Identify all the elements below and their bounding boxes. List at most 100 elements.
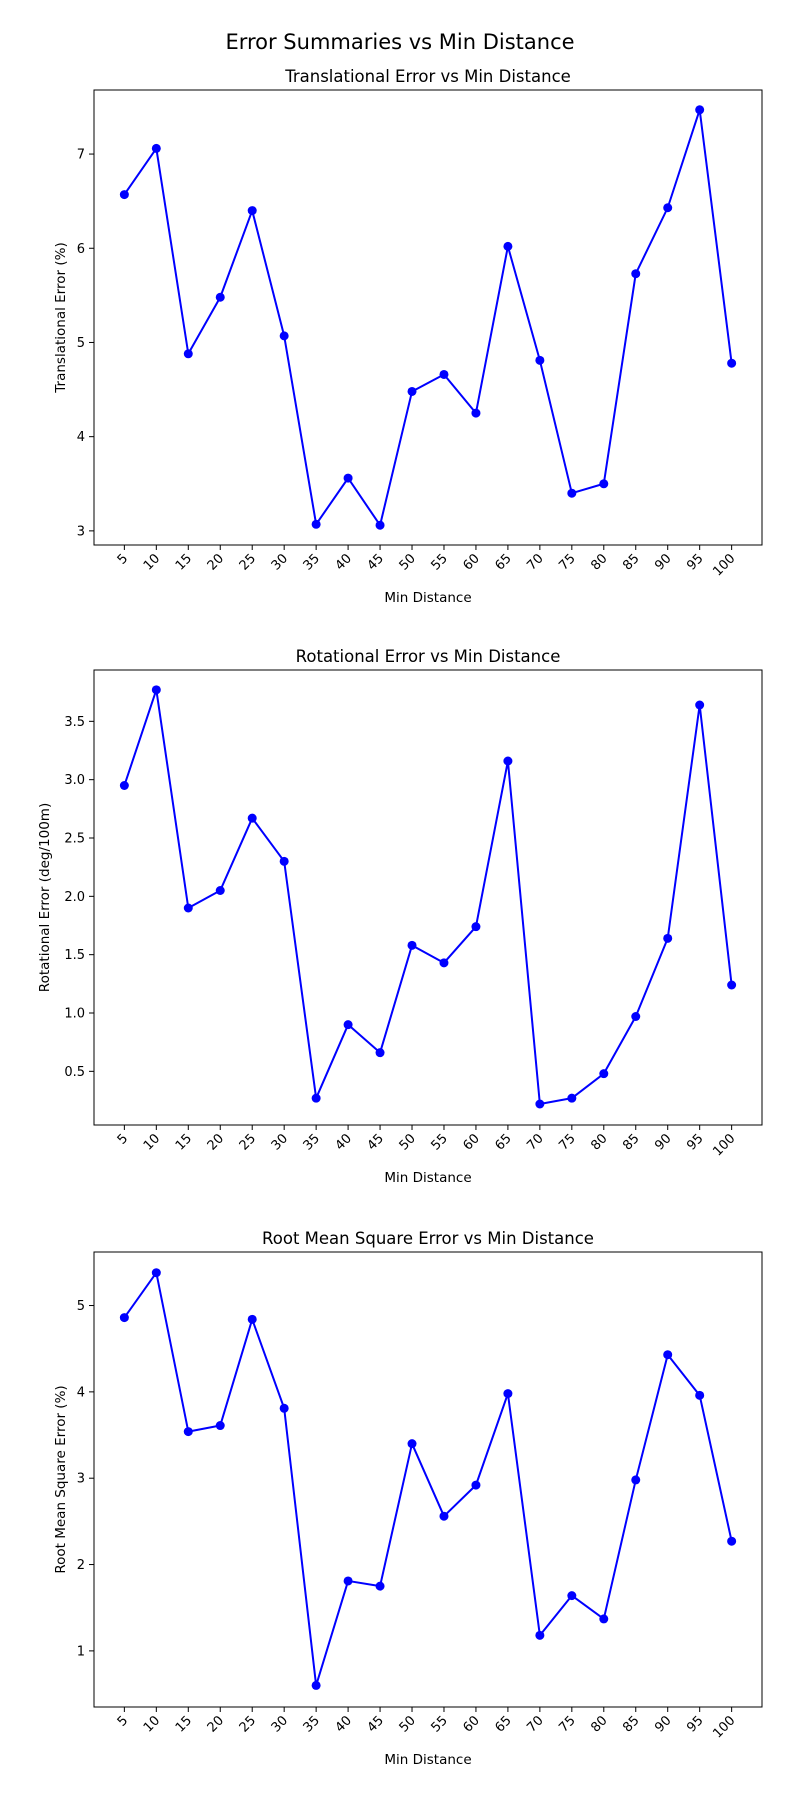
x-tick-label: 70 xyxy=(524,1131,546,1153)
y-tick-label: 5 xyxy=(77,336,85,351)
x-tick-label: 60 xyxy=(460,1131,482,1153)
data-point xyxy=(279,856,289,866)
x-tick-label: 75 xyxy=(556,1131,578,1153)
data-point xyxy=(471,1480,481,1490)
x-tick-label: 45 xyxy=(365,551,387,573)
x-tick-label: 75 xyxy=(556,1713,578,1735)
data-point xyxy=(183,349,193,359)
x-tick-label: 85 xyxy=(620,1131,642,1153)
data-point xyxy=(215,1421,225,1431)
x-tick-label: 75 xyxy=(556,551,578,573)
data-point xyxy=(439,958,449,968)
data-point xyxy=(663,203,673,213)
x-tick-label: 90 xyxy=(652,1713,674,1735)
data-point xyxy=(567,1591,577,1601)
x-tick-label: 15 xyxy=(173,1713,195,1735)
x-tick-label: 50 xyxy=(397,1713,419,1735)
y-axis-label: Translational Error (%) xyxy=(53,242,69,393)
x-axis-label: Min Distance xyxy=(384,1170,471,1186)
data-point xyxy=(567,1093,577,1103)
y-tick-label: 1.0 xyxy=(64,1007,85,1022)
x-tick-label: 10 xyxy=(141,551,163,573)
x-tick-label: 25 xyxy=(237,1131,259,1153)
x-tick-label: 90 xyxy=(652,551,674,573)
x-tick-label: 80 xyxy=(588,551,610,573)
x-tick-label: 25 xyxy=(237,551,259,573)
data-point xyxy=(343,1576,353,1586)
rmse-chart: Root Mean Square Error vs Min Distance 1 2… xyxy=(53,1229,763,1768)
axes-frame xyxy=(93,89,763,546)
data-point xyxy=(727,980,737,990)
data-point xyxy=(343,473,353,483)
y-tick-label: 4 xyxy=(77,430,85,445)
x-tick-label: 30 xyxy=(269,551,291,573)
data-point xyxy=(631,1012,641,1021)
data-point xyxy=(567,488,577,498)
data-point xyxy=(151,685,161,695)
x-tick-label: 5 xyxy=(115,1131,131,1147)
data-point xyxy=(375,1581,385,1591)
chart-title: Root Mean Square Error vs Min Distance xyxy=(262,1229,594,1248)
x-tick-label: 90 xyxy=(652,1131,674,1153)
x-tick-label: 95 xyxy=(684,1713,706,1735)
y-tick-label: 4 xyxy=(77,1385,85,1400)
y-tick-label: 3 xyxy=(77,524,85,539)
data-point xyxy=(631,269,641,279)
data-point xyxy=(695,700,705,710)
x-tick-label: 95 xyxy=(684,551,706,573)
series-line xyxy=(123,1271,733,1687)
x-tick-label: 55 xyxy=(429,551,451,573)
x-tick-label: 55 xyxy=(429,1131,451,1153)
x-tick-label: 25 xyxy=(237,1713,259,1735)
data-point xyxy=(343,1020,353,1030)
x-tick-label: 15 xyxy=(173,551,195,573)
data-point xyxy=(599,1069,609,1079)
x-axis-label: Min Distance xyxy=(384,1752,471,1768)
data-point xyxy=(727,358,737,368)
data-point xyxy=(439,369,449,379)
data-point xyxy=(663,933,673,943)
data-point xyxy=(439,1511,449,1521)
translational-error-chart: Translational Error vs Min Distance34567… xyxy=(53,67,763,606)
y-tick-label: 1.5 xyxy=(64,948,85,963)
x-tick-label: 35 xyxy=(301,1131,323,1153)
x-tick-label: 65 xyxy=(492,1131,514,1153)
axes-frame xyxy=(93,1251,763,1708)
x-tick-label: 85 xyxy=(620,1713,642,1735)
y-tick-label: 3 xyxy=(77,1472,85,1487)
x-tick-label: 70 xyxy=(524,551,546,573)
y-tick-label: 0.5 xyxy=(64,1065,85,1080)
series-line xyxy=(123,688,733,1105)
x-tick-label: 35 xyxy=(301,1713,323,1735)
data-point xyxy=(535,1099,545,1109)
x-tick-label: 100 xyxy=(710,1131,738,1159)
data-point xyxy=(535,1630,545,1640)
y-tick-label: 6 xyxy=(77,242,85,257)
y-tick-label: 2 xyxy=(77,1558,85,1573)
y-tick-label: 3.5 xyxy=(64,715,85,730)
x-tick-label: 50 xyxy=(397,551,419,573)
x-tick-label: 20 xyxy=(205,1131,227,1153)
series-line xyxy=(123,108,733,527)
y-axis-label: Rotational Error (deg/100m) xyxy=(37,803,53,992)
data-point xyxy=(407,1439,417,1449)
x-tick-label: 60 xyxy=(460,1713,482,1735)
x-tick-label: 10 xyxy=(141,1131,163,1153)
x-tick-label: 40 xyxy=(333,551,355,573)
data-point xyxy=(503,241,513,251)
x-tick-label: 100 xyxy=(710,1713,738,1741)
data-point xyxy=(247,206,257,216)
axes-frame xyxy=(93,669,763,1126)
x-tick-label: 10 xyxy=(141,1713,163,1735)
y-tick-label: 5 xyxy=(77,1299,85,1314)
data-point xyxy=(631,1475,641,1485)
data-point xyxy=(503,1389,513,1399)
data-point xyxy=(535,355,545,365)
x-tick-label: 100 xyxy=(710,551,738,579)
x-tick-label: 30 xyxy=(269,1713,291,1735)
data-point xyxy=(599,479,609,489)
x-tick-label: 5 xyxy=(115,551,131,567)
x-tick-label: 55 xyxy=(429,1713,451,1735)
figure-title: Error Summaries vs Min Distance xyxy=(225,30,575,54)
data-point xyxy=(663,1350,673,1360)
